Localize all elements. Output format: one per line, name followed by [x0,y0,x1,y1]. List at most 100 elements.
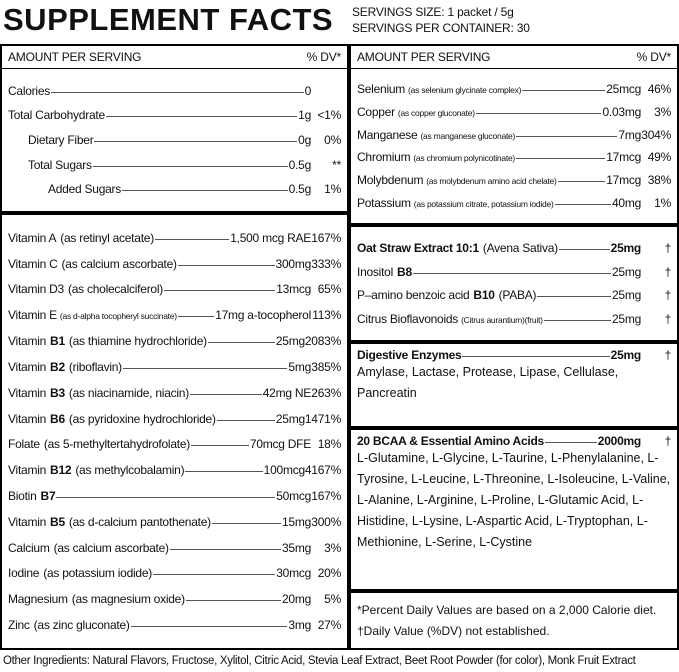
nutrient-name: Selenium [357,81,406,96]
daily-value: 20% [317,566,342,581]
servings-per-container: SERVINGS PER CONTAINER: 30 [352,21,530,35]
amount: 25mg [275,334,305,349]
daily-value: 1% [324,182,341,197]
nutrient-source: (riboflavin) [68,359,122,374]
nutrient-row: Vitamin A (as retinyl acetate) 1,500 mcg R… [2,231,347,245]
daily-value: 46% [647,81,672,96]
nutrient-name: Chromium [357,150,411,165]
nutrient-row: Potassium (as potassium citrate, potassiu… [351,196,677,210]
amount: 25mcg [606,81,641,96]
amount: 40mg [611,196,641,211]
nutrient-name: Magnesium [8,592,68,607]
nutrient-row: Vitamin B3 (as niacinamide, niacin) 42mg NE… [2,386,347,400]
nutrient-row: Vitamin D3 (as cholecalciferol) 13mcg 65% [2,282,347,296]
nutrient-source: (Avena Sativa) [482,240,558,255]
nutrient-name: Molybdenum [357,173,424,188]
nutrient-source: (as calcium ascorbate) [53,540,169,555]
daily-value: † [664,264,672,279]
section-title: 20 BCAA & Essential Amino Acids 2000mg † [351,434,677,448]
leader [154,238,230,240]
nutrient-name: Vitamin E [8,308,57,323]
daily-value: 5% [324,592,341,607]
amount: 42mg NE [262,385,312,400]
daily-value: 333% [311,256,341,271]
nutrient-name: Vitamin C [8,256,58,271]
nutrient-name: Vitamin D3 [8,282,64,297]
nutrient-row: Vitamin B6 (as pyridoxine hydrochloride) 25… [2,412,347,426]
nutrient-name: Biotin [8,488,37,503]
daily-value: 27% [317,618,342,632]
nutrient-source: (as zinc gluconate) [33,618,130,632]
amount: 20mg [281,592,311,607]
amount: 25mg [275,411,305,426]
amount: 25mg [610,348,642,362]
nutrient-row: Citrus Bioflavonoids (Citrus aurantium)(f… [351,312,677,326]
ingredient-list: Amylase, Lactase, Protease, Lipase, Cell… [357,365,619,400]
daily-value: 1% [654,196,671,211]
amount: 0.5g [288,157,312,172]
nutrient-source: (as potassium iodide) [43,566,153,581]
nutrient-row: Magnesium (as magnesium oxide) 20mg 5% [2,592,347,606]
amount: 0g [298,132,311,147]
leader [412,272,611,274]
nutrient-name: P–amino benzoic acid [357,288,470,303]
nutrient-code: B1 [50,334,65,349]
column-header: AMOUNT PER SERVING % DV* [2,46,347,69]
nutrient-name: Dietary Fiber [28,132,94,147]
leader [544,442,597,443]
leader [516,135,618,137]
amount: 5mg [288,359,311,374]
nutrient-source-note: (as manganese gluconate) [420,130,516,141]
nutrient-name: Inositol [357,264,394,279]
amount: 25mg [610,240,642,255]
nutrient-source-note: (as chromium polynicotinate) [413,153,515,164]
nutrient-code: B8 [397,264,412,279]
leader [185,600,281,602]
nutrient-source: (as retinyl acetate) [60,230,154,245]
amount: 50mcg [276,488,311,503]
daily-value: ** [332,157,341,172]
nutrient-row: Manganese (as manganese gluconate) 7mg 304% [351,128,677,142]
amount: 17mcg [606,150,641,165]
daily-value: 2083% [304,334,341,349]
daily-value: 49% [647,150,672,165]
daily-value: 3% [654,104,671,119]
leader [557,181,606,183]
nutrient-row: P–amino benzoic acid B10 (PABA) 25mg † [351,288,677,302]
nutrient-row: Total Sugars 0.5g ** [2,158,347,172]
daily-value: 385% [311,359,341,374]
amount: 25mg [611,288,641,303]
daily-value: 167% [311,230,341,245]
daily-value: 263% [311,385,341,400]
nutrient-name: Zinc [8,618,30,632]
nutrient-row: Total Carbohydrate 1g <1% [2,108,347,122]
section: Oat Straw Extract 10:1 (Avena Sativa) 25mg… [351,223,677,340]
leader [153,574,276,576]
nutrient-row: Copper (as copper gluconate) 0.03mg 3% [351,105,677,119]
amount-header: AMOUNT PER SERVING [8,50,142,64]
daily-value: † [664,312,672,327]
nutrient-row: Calcium (as calcium ascorbate) 35mg 3% [2,541,347,555]
daily-value: 113% [312,308,341,323]
nutrient-row: Zinc (as zinc gluconate) 3mg 27% [2,618,347,632]
nutrient-source-note: (Citrus aurantium)(fruit) [461,315,543,326]
leader [94,140,298,142]
nutrient-source-note: (as copper gluconate) [397,107,475,118]
nutrient-name: Potassium [357,196,411,211]
nutrient-code: B2 [50,359,65,374]
leader [177,264,275,266]
amount: 17mg a-tocopherol [215,308,311,323]
section: Calories 0 Total Carbohydrate 1g <1% Dietary … [2,69,347,211]
nutrient-name: Vitamin [8,411,47,426]
daily-value: 3% [324,540,341,555]
right-panel: AMOUNT PER SERVING % DV* Selenium (as selen… [349,44,679,650]
section-title: Oat Straw Extract 10:1 (Avena Sativa) 25mg… [351,241,677,255]
nutrient-source: (as methylcobalamin) [75,463,185,478]
nutrient-name: Citrus Bioflavonoids [357,312,459,327]
section: Selenium (as selenium glycinate complex) 2… [351,69,677,223]
nutrient-code: B10 [473,288,495,303]
leader [537,296,611,298]
dv-header: % DV* [636,50,672,64]
nutrient-name: Calories [8,83,51,98]
nutrient-code: B3 [50,385,65,400]
